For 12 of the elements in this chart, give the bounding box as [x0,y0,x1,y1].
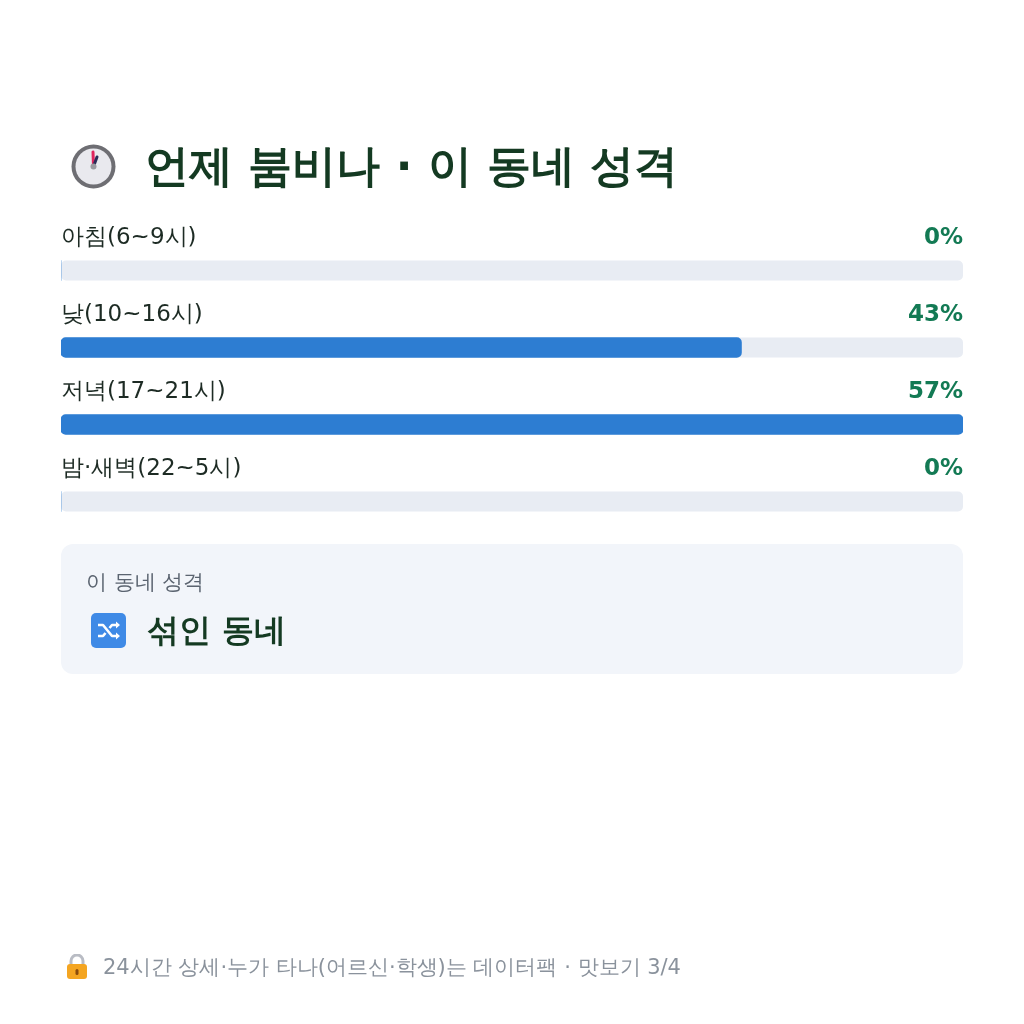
chart-title: 언제 붐비나 · 이 동네 성격 [145,139,679,193]
text: 이 동네 성격 [86,569,205,596]
data-label: 43% [907,300,963,327]
y-tick-label: 밤·새벽(22~5시) [61,454,242,481]
text: 24시간 상세·누가 타나(어르신·학생)는 데이터팩 · 맛보기 3/4 [103,954,681,981]
data-label: 0% [923,454,963,481]
y-tick-label: 아침(6~9시) [61,223,197,250]
y-tick-label: 낮(10~16시) [61,300,203,327]
y-tick-label: 저녁(17~21시) [61,377,226,404]
data-label: 0% [923,223,963,250]
data-label: 57% [907,377,963,404]
text: 섞인 동네 [147,610,287,651]
